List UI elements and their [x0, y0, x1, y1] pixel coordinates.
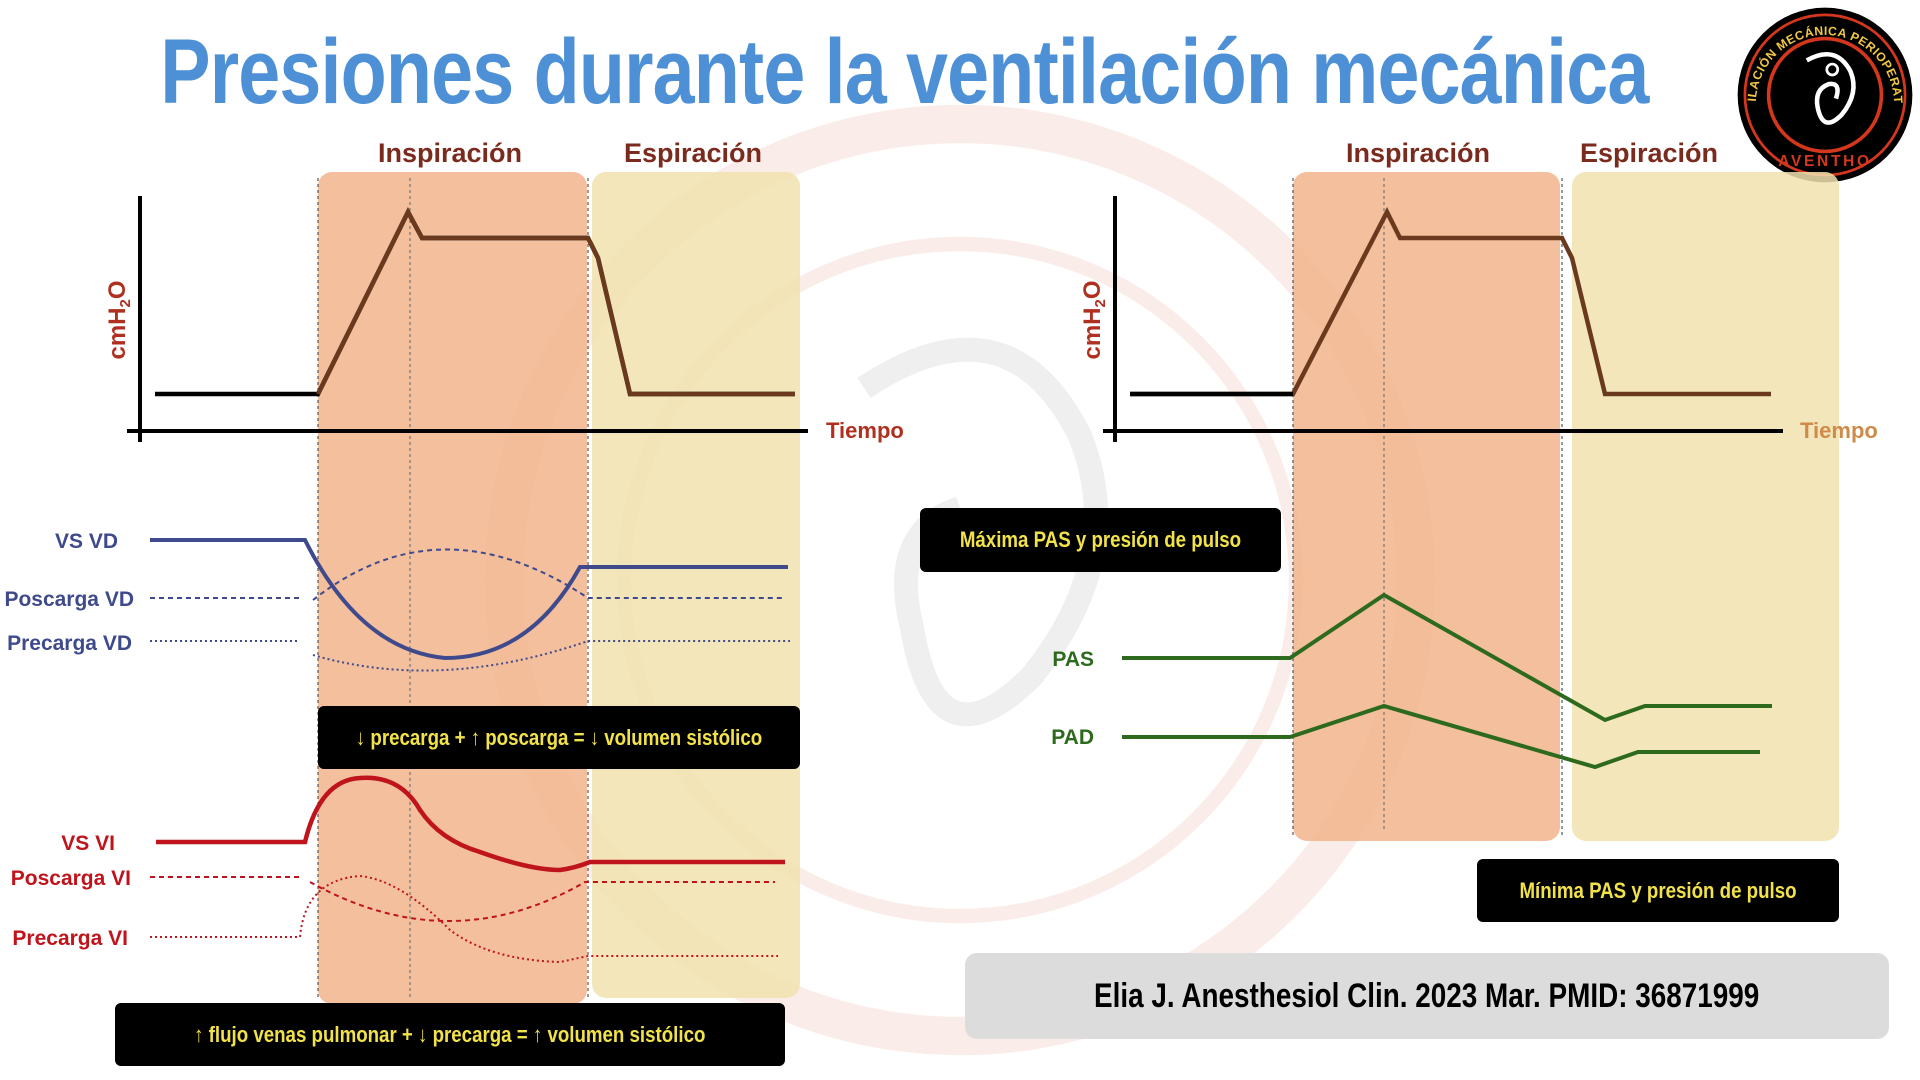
right-inspiration-band: [1293, 172, 1560, 841]
right-expiration-band: [1572, 172, 1839, 841]
left-x-axis-label: Tiempo: [826, 418, 904, 443]
page-title: Presiones durante la ventilación mecánic…: [160, 21, 1649, 123]
label-pad: PAD: [1051, 726, 1094, 749]
label-vs-vd: VS VD: [55, 530, 118, 553]
label-poscarga-vi: Poscarga VI: [11, 867, 131, 890]
left-y-axis-label: cmH2O: [104, 280, 134, 359]
label-vs-vi: VS VI: [61, 832, 115, 855]
curve-precarga-vd: [150, 640, 790, 672]
citation: Elia J. Anesthesiol Clin. 2023 Mar. PMID…: [965, 953, 1889, 1039]
curve-poscarga-vd: [150, 548, 782, 601]
right-pressure-curve: [1130, 207, 1771, 397]
right-x-axis-label: Tiempo: [1800, 418, 1878, 443]
label-pas: PAS: [1052, 648, 1094, 671]
left-inspiration-band: [318, 172, 587, 1004]
right-panel: Inspiración Espiración cmH2O Tiempo PAS …: [1051, 138, 1878, 841]
curve-precarga-vi: [150, 874, 778, 964]
aventho-logo: VENTILACIÓN MECÁNICA PERIOPERATORIA AVEN…: [1734, 4, 1913, 183]
left-phase-inspiration: Inspiración: [378, 138, 522, 168]
curve-pad: [1122, 703, 1760, 770]
curve-pas: [1122, 592, 1772, 723]
annotation-max-pas-box: Máxima PAS y presión de pulso: [920, 508, 1281, 572]
left-pressure-curve: [315, 207, 795, 397]
left-panel: Inspiración Espiración cmH2O Tiempo VS V…: [4, 138, 904, 1004]
label-precarga-vd: Precarga VD: [7, 632, 132, 655]
left-phase-expiration: Espiración: [624, 138, 762, 168]
left-expiration-band: [592, 172, 800, 998]
curve-vs-vd: [150, 538, 788, 661]
logo-bottom-text: AVENTHO: [1778, 153, 1872, 170]
annotation-lv-box: ↑ flujo venas pulmonar + ↓ precarga = ↑ …: [115, 1003, 785, 1066]
annotation-rv-box: ↓ precarga + ↑ poscarga = ↓ volumen sist…: [318, 706, 800, 769]
right-phase-inspiration: Inspiración: [1346, 138, 1490, 168]
curve-poscarga-vi: [150, 876, 775, 922]
annotation-min-pas-box: Mínima PAS y presión de pulso: [1477, 859, 1839, 922]
label-poscarga-vd: Poscarga VD: [4, 588, 134, 611]
right-y-axis-label: cmH2O: [1079, 280, 1109, 359]
label-precarga-vi: Precarga VI: [12, 927, 128, 950]
right-phase-expiration: Espiración: [1580, 138, 1718, 168]
curve-vs-vi: [156, 775, 785, 873]
